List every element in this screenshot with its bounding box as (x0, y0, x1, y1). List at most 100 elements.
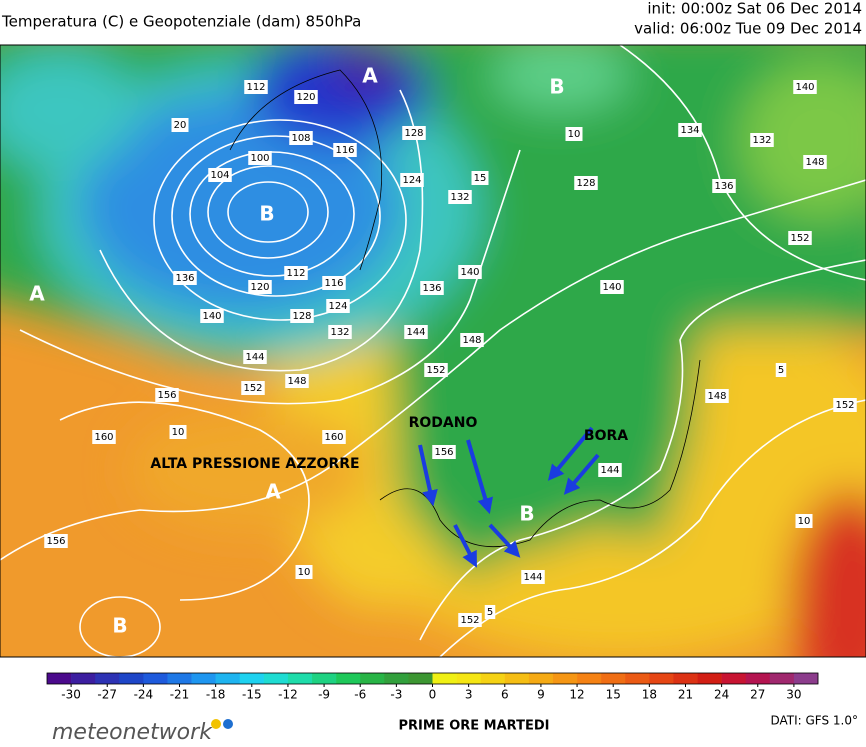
contour-label: 128 (576, 178, 595, 189)
contour-label-box (458, 265, 482, 279)
colorbar-swatch (263, 673, 289, 684)
colorbar-swatch (312, 673, 337, 684)
colorbar-tick-label: 15 (606, 688, 621, 702)
contour-label: 104 (210, 170, 229, 181)
contour-label-box (458, 613, 482, 627)
contour-label: 128 (404, 128, 423, 139)
valid-time: valid: 06:00z Tue 09 Dec 2014 (634, 20, 862, 38)
contour-label-box (328, 325, 352, 339)
data-source: DATI: GFS 1.0° (770, 714, 858, 728)
contour-label-box (424, 363, 448, 377)
contour-label-box (521, 570, 545, 584)
colorbar-swatch (95, 673, 120, 684)
contour-label: 116 (335, 145, 354, 156)
colorbar-swatch (552, 673, 578, 684)
contour-label: 108 (291, 133, 310, 144)
colorbar-swatch (649, 673, 674, 684)
pressure-center: B (519, 502, 534, 526)
colorbar-tick-label: 0 (429, 688, 437, 702)
colorbar-tick-label: 30 (786, 688, 801, 702)
contour-label: 152 (790, 233, 809, 244)
contour-label-box (173, 271, 197, 285)
contour-label: 148 (287, 376, 306, 387)
colorbar-swatch (384, 673, 409, 684)
contour-label: 10 (298, 567, 311, 578)
contour-label-box (294, 90, 318, 104)
contour-label-box (833, 398, 857, 412)
contour-label-box (333, 143, 357, 157)
contour-label: 156 (46, 536, 65, 547)
map-frame (0, 44, 866, 658)
colorbar-tick-label: 18 (642, 688, 657, 702)
contour-label-box (402, 126, 426, 140)
contour-label-box (169, 425, 187, 439)
contour-label: 144 (600, 465, 619, 476)
contour-label: 152 (835, 400, 854, 411)
contour-label-box (795, 514, 813, 528)
colorbar-swatch (769, 673, 795, 684)
init-time: init: 00:00z Sat 06 Dec 2014 (647, 0, 862, 18)
colorbar-tick-label: 21 (678, 688, 693, 702)
contour-label: 152 (426, 365, 445, 376)
contour-label-box (155, 388, 179, 402)
colorbar-tick-label: -6 (354, 688, 366, 702)
contour-label-box (290, 309, 314, 323)
colorbar-swatch (625, 673, 650, 684)
contour-label-box (244, 80, 268, 94)
contour-label-box (285, 374, 309, 388)
contour-label: 136 (422, 283, 441, 294)
contour-label: 148 (707, 391, 726, 402)
contour-label: 160 (94, 432, 113, 443)
contour-label-box (322, 276, 346, 290)
contour-label-box (243, 350, 267, 364)
annotation: BORA (584, 428, 628, 444)
contour-label-box (420, 281, 444, 295)
contour-label: 144 (523, 572, 542, 583)
contour-label-box (712, 179, 736, 193)
pressure-center: B (549, 75, 564, 99)
contour-label: 120 (296, 92, 315, 103)
contour-label: 136 (714, 181, 733, 192)
contour-label: 100 (250, 153, 269, 164)
colorbar-swatch (480, 673, 506, 684)
colorbar-tick-label: -15 (242, 688, 262, 702)
contour-label-box (44, 534, 68, 548)
contour-label-box (295, 565, 313, 579)
colorbar-tick-label: -18 (206, 688, 226, 702)
contour-label-box (432, 445, 456, 459)
pressure-center: A (265, 480, 281, 504)
colorbar-swatch (721, 673, 747, 684)
contour-label-box (241, 381, 265, 395)
contour-label-box (471, 171, 489, 185)
contour-label: 152 (460, 615, 479, 626)
contour-label: 120 (250, 282, 269, 293)
colorbar: -30 -27 -24 -21 -18 -15 -12 -9 -6 -3 0 3 6 9 12 15 18 21 2… (46, 672, 819, 702)
pressure-center: A (29, 282, 45, 306)
pressure-center: A (362, 64, 378, 88)
contour-label: 140 (460, 267, 479, 278)
contour-label: 144 (245, 352, 264, 363)
colorbar-swatch (119, 673, 144, 684)
contour-label: 124 (402, 175, 421, 186)
contour-label-box (92, 430, 116, 444)
logo: meteonetwork (52, 720, 213, 745)
contour-label: 140 (602, 282, 621, 293)
contour-label: 10 (798, 516, 811, 527)
contour-label: 132 (450, 192, 469, 203)
colorbar-swatch (143, 673, 168, 684)
contour-label: 15 (474, 173, 487, 184)
contour-label-box (322, 430, 346, 444)
colorbar-swatch (167, 673, 192, 684)
colorbar-tick-label: -3 (390, 688, 402, 702)
colorbar-swatch (360, 673, 385, 684)
contour-label: 112 (286, 268, 305, 279)
colorbar-swatch (47, 673, 72, 684)
isohypses (0, 45, 866, 657)
contour-label: 124 (328, 301, 347, 312)
contour-label: 148 (805, 157, 824, 168)
pressure-center: B (259, 202, 274, 226)
colorbar-tick-label: 27 (750, 688, 765, 702)
colorbar-swatch (577, 673, 602, 684)
contour-label: 140 (795, 82, 814, 93)
